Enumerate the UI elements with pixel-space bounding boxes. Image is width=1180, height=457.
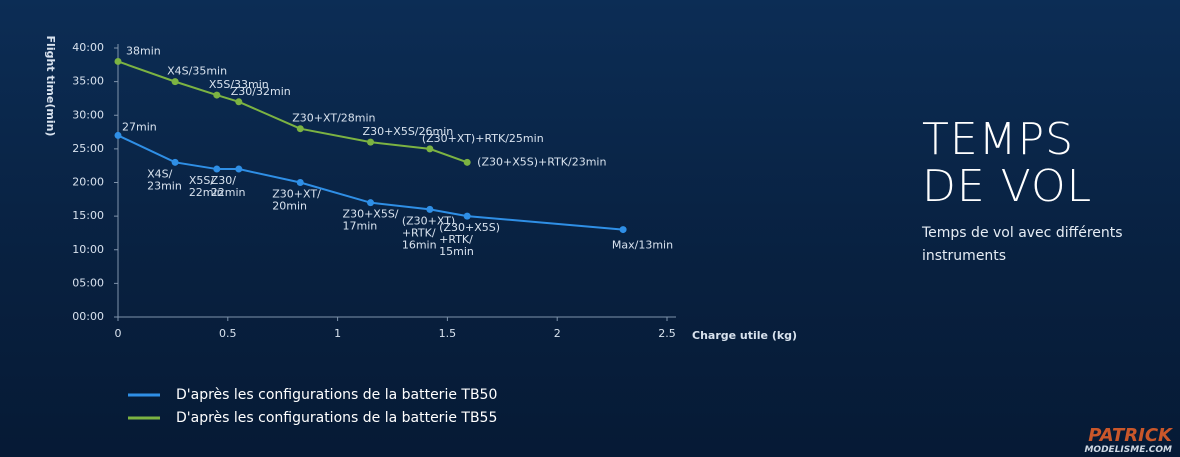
point [426, 205, 434, 213]
x-axis-label: Charge utile (kg) [692, 329, 797, 342]
data-label: X4S/35min [167, 65, 227, 78]
data-label: Z30+XT/20min [272, 188, 321, 213]
data-label: Max/13min [612, 239, 673, 252]
data-label-line: (Z30+XT) [402, 214, 455, 227]
data-label: (Z30+X5S)+RTK/23min [477, 155, 606, 168]
x-tick-label: 0.5 [219, 327, 237, 340]
y-axis-label: Flight time(min) [44, 36, 57, 137]
side-panel: TEMPS DE VOL Temps de vol avec différent… [922, 116, 1142, 268]
point [213, 165, 221, 173]
point [619, 226, 627, 234]
data-label: 27min [122, 120, 157, 133]
data-label: (Z30+X5S) +RTK/15min [439, 221, 500, 258]
data-label-line: 20min [272, 200, 307, 213]
point [171, 158, 179, 166]
data-label: Z30+X5S/26min [363, 125, 454, 138]
data-label-line: Z30+XT/28min [292, 112, 375, 125]
x-tick-label: 2 [554, 327, 561, 340]
x-tick-label: 1 [334, 327, 341, 340]
point [367, 199, 375, 207]
x-tick-label: 1.5 [439, 327, 457, 340]
data-label-line: 22min [189, 186, 224, 199]
data-label-line: 22min [211, 186, 246, 199]
y-tick-label: 20:00 [72, 176, 104, 189]
data-label-line: 15min [439, 245, 474, 258]
point [463, 212, 471, 220]
point [235, 98, 243, 106]
y-tick-label: 15:00 [72, 209, 104, 222]
heading: TEMPS DE VOL [922, 114, 1093, 212]
data-label-line: +RTK/ [439, 233, 473, 246]
data-label-line: 38min [126, 44, 161, 57]
point [463, 158, 471, 166]
description: Temps de vol avec différents instruments [922, 225, 1123, 264]
x-tick-label: 2.5 [658, 327, 676, 340]
x-tick-label: 0 [115, 327, 122, 340]
y-tick-label: 40:00 [72, 41, 104, 54]
data-label: (Z30+XT) +RTK/16min [402, 214, 455, 251]
data-label: Z30/22min [211, 174, 246, 199]
y-tick-label: 25:00 [72, 142, 104, 155]
point [367, 138, 375, 146]
series-line [117, 60, 468, 164]
y-tick-label: 30:00 [72, 108, 104, 121]
data-label: X4S/23min [147, 167, 182, 192]
point [114, 57, 122, 65]
watermark: PATRICK MODELISME.COM [1084, 425, 1172, 456]
point [235, 165, 243, 173]
data-label-line: 23min [147, 179, 182, 192]
data-label-line: Z30+X5S/ [343, 208, 399, 221]
y-tick-label: 10:00 [72, 243, 104, 256]
y-tick-label: 35:00 [72, 75, 104, 88]
data-label: Z30+X5S/17min [343, 208, 399, 233]
point [213, 91, 221, 99]
data-label-line: (Z30+X5S) [439, 221, 500, 234]
data-label-line: 16min [402, 238, 437, 251]
point [114, 131, 122, 139]
data-label-line: 27min [122, 120, 157, 133]
y-tick-label: 05:00 [72, 276, 104, 289]
data-label-line: X4S/35min [167, 65, 227, 78]
data-label-line: Z30/ [211, 174, 237, 187]
point [296, 179, 304, 186]
y-tick-label: 00:00 [72, 310, 104, 323]
data-label-line: X5S/ [189, 174, 215, 187]
data-label: Z30/32min [231, 85, 291, 98]
point [426, 145, 434, 153]
data-label-line: Z30+XT/ [272, 188, 321, 201]
data-label-line: Max/13min [612, 239, 673, 252]
legend-label: D'après les configurations de la batteri… [176, 410, 497, 426]
watermark-site: MODELISME.COM [1084, 445, 1172, 455]
data-label: X5S/22min [189, 174, 224, 199]
data-label-line: X4S/ [147, 167, 173, 180]
data-label-line: 17min [343, 220, 378, 233]
data-label-line: (Z30+XT)+RTK/25min [422, 132, 544, 145]
data-label-line: (Z30+X5S)+RTK/23min [477, 155, 606, 168]
data-label-line: +RTK/ [402, 226, 436, 239]
data-label: X5S/33min [209, 78, 269, 91]
data-label: 38min [126, 44, 161, 57]
data-label-line: X5S/33min [209, 78, 269, 91]
legend-label: D'après les configurations de la batteri… [176, 387, 497, 403]
data-label: Z30+XT/28min [292, 112, 375, 125]
data-label: (Z30+XT)+RTK/25min [422, 132, 544, 145]
point [171, 78, 179, 86]
data-label-line: Z30+X5S/26min [363, 125, 454, 138]
data-label-line: Z30/32min [231, 85, 291, 98]
point [296, 125, 304, 133]
watermark-title: PATRICK [1088, 425, 1172, 446]
